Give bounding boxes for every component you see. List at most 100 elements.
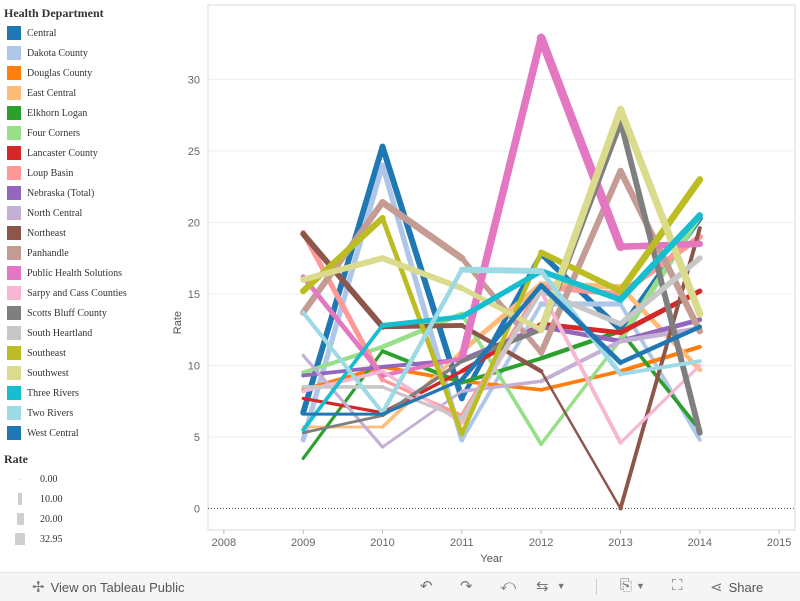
series-segment	[459, 285, 544, 333]
legend-item[interactable]: Two Rivers	[4, 403, 194, 423]
legend-label: Panhandle	[27, 247, 69, 259]
legend-swatch	[7, 126, 21, 140]
legend-item[interactable]: Loup Basin	[4, 163, 194, 183]
legend-item[interactable]: Northeast	[4, 223, 194, 243]
size-legend-mark	[14, 533, 26, 545]
legend-swatch	[7, 186, 21, 200]
legend-label: Nebraska (Total)	[27, 187, 95, 199]
series-segment	[617, 167, 704, 335]
series-segment	[380, 267, 465, 415]
legend-item[interactable]: Dakota County	[4, 43, 194, 63]
legend-label: North Central	[27, 207, 83, 219]
legend-swatch	[7, 46, 21, 60]
legend-item[interactable]: Three Rivers	[4, 383, 194, 403]
download-icon: ⎘	[620, 577, 633, 594]
series-segment	[301, 364, 385, 378]
legend-item[interactable]: Douglas County	[4, 63, 194, 83]
redo-button[interactable]: ↷	[460, 577, 473, 595]
legend-swatch	[7, 306, 21, 320]
plot-frame	[207, 4, 796, 531]
series-segment	[538, 268, 624, 303]
legend-item[interactable]: Central	[4, 23, 194, 43]
legend-swatch	[7, 346, 21, 360]
size-legend-title: Rate	[4, 452, 28, 466]
share-icon: ⋖	[710, 579, 723, 596]
series-segment	[301, 353, 385, 449]
legend-label: West Central	[27, 427, 79, 439]
y-tick-label: 25	[188, 146, 200, 158]
legend-item[interactable]: West Central	[4, 423, 194, 443]
legend-swatch	[7, 386, 21, 400]
legend-item[interactable]: Public Health Solutions	[4, 263, 194, 283]
series-segment	[617, 240, 704, 251]
size-legend-label: 20.00	[40, 513, 63, 525]
series-segment	[300, 255, 386, 283]
share-button[interactable]: ⋖ Share	[710, 578, 763, 596]
legend-item[interactable]: South Heartland	[4, 323, 194, 343]
series-segment	[380, 314, 465, 328]
series-line[interactable]	[300, 105, 704, 334]
legend-label: Lancaster County	[27, 147, 98, 159]
legend-item[interactable]: Panhandle	[4, 243, 194, 263]
revert-button[interactable]: ⤺	[500, 577, 516, 594]
size-legend-label: 0.00	[40, 473, 58, 485]
share-label: Share	[728, 579, 764, 595]
series-segment	[301, 323, 385, 432]
series-segment	[616, 105, 704, 318]
tableau-logo-icon: ✢	[32, 579, 45, 596]
size-legend-item: 20.00	[4, 509, 124, 529]
legend-item[interactable]: East Central	[4, 83, 194, 103]
legend-label: Dakota County	[27, 47, 88, 59]
legend-item[interactable]: Lancaster County	[4, 143, 194, 163]
size-legend-item: 32.95	[4, 529, 124, 549]
legend-item[interactable]: Scotts Bluff County	[4, 303, 194, 323]
tableau-toolbar: ✢ View on Tableau Public ↶ ↷ ⤺ ⇆ ▼ ⎘ ▼ ⛶…	[0, 572, 800, 601]
x-tick-label: 2011	[450, 537, 474, 549]
size-legend-mark	[18, 493, 22, 505]
legend-item[interactable]: Sarpy and Cass Counties	[4, 283, 194, 303]
x-tick-label: 2014	[688, 537, 712, 549]
fullscreen-icon: ⛶	[672, 577, 683, 594]
download-button[interactable]: ⎘ ▼	[620, 577, 645, 594]
refresh-button[interactable]: ⇆ ▼	[536, 577, 566, 595]
series-segment	[536, 33, 625, 252]
series-line[interactable]	[301, 282, 703, 416]
legend-swatch	[7, 406, 21, 420]
color-legend-items: Central Dakota County Douglas County East C…	[4, 23, 194, 443]
legend-swatch	[7, 326, 21, 340]
fullscreen-button[interactable]: ⛶	[672, 577, 683, 594]
undo-button[interactable]: ↶	[420, 577, 433, 595]
color-legend-title: Health Department	[4, 6, 104, 20]
legend-item[interactable]: Elkhorn Logan	[4, 103, 194, 123]
legend-item[interactable]: North Central	[4, 203, 194, 223]
series-segment	[301, 396, 385, 415]
view-on-tableau-button[interactable]: ✢ View on Tableau Public	[32, 578, 185, 596]
series-segment	[618, 329, 702, 432]
series-segment	[539, 289, 623, 445]
legend-swatch	[7, 166, 21, 180]
series-line[interactable]	[301, 266, 702, 415]
series-segment	[458, 266, 545, 275]
legend-label: Three Rivers	[27, 387, 79, 399]
series-segment	[300, 274, 385, 378]
legend-label: Four Corners	[27, 127, 81, 139]
legend-swatch	[7, 426, 21, 440]
legend-item[interactable]: Four Corners	[4, 123, 194, 143]
series-line[interactable]	[300, 33, 704, 378]
series-segment	[380, 215, 465, 437]
series-line[interactable]	[301, 212, 703, 432]
series-segment	[537, 105, 625, 334]
size-legend-mark	[19, 478, 21, 480]
series-line[interactable]	[300, 176, 704, 437]
legend-item[interactable]: Nebraska (Total)	[4, 183, 194, 203]
color-legend: Health Department Central Dakota County Do…	[4, 6, 194, 443]
undo-icon: ↶	[420, 578, 433, 595]
series-segment	[459, 281, 544, 354]
chevron-down-icon: ▼	[636, 580, 645, 591]
legend-item[interactable]: Southeast	[4, 343, 194, 363]
series-segment	[379, 198, 466, 262]
legend-item[interactable]: Southwest	[4, 363, 194, 383]
redo-icon: ↷	[460, 578, 473, 595]
y-tick-label: 20	[188, 217, 200, 229]
size-legend-label: 32.95	[40, 533, 63, 545]
